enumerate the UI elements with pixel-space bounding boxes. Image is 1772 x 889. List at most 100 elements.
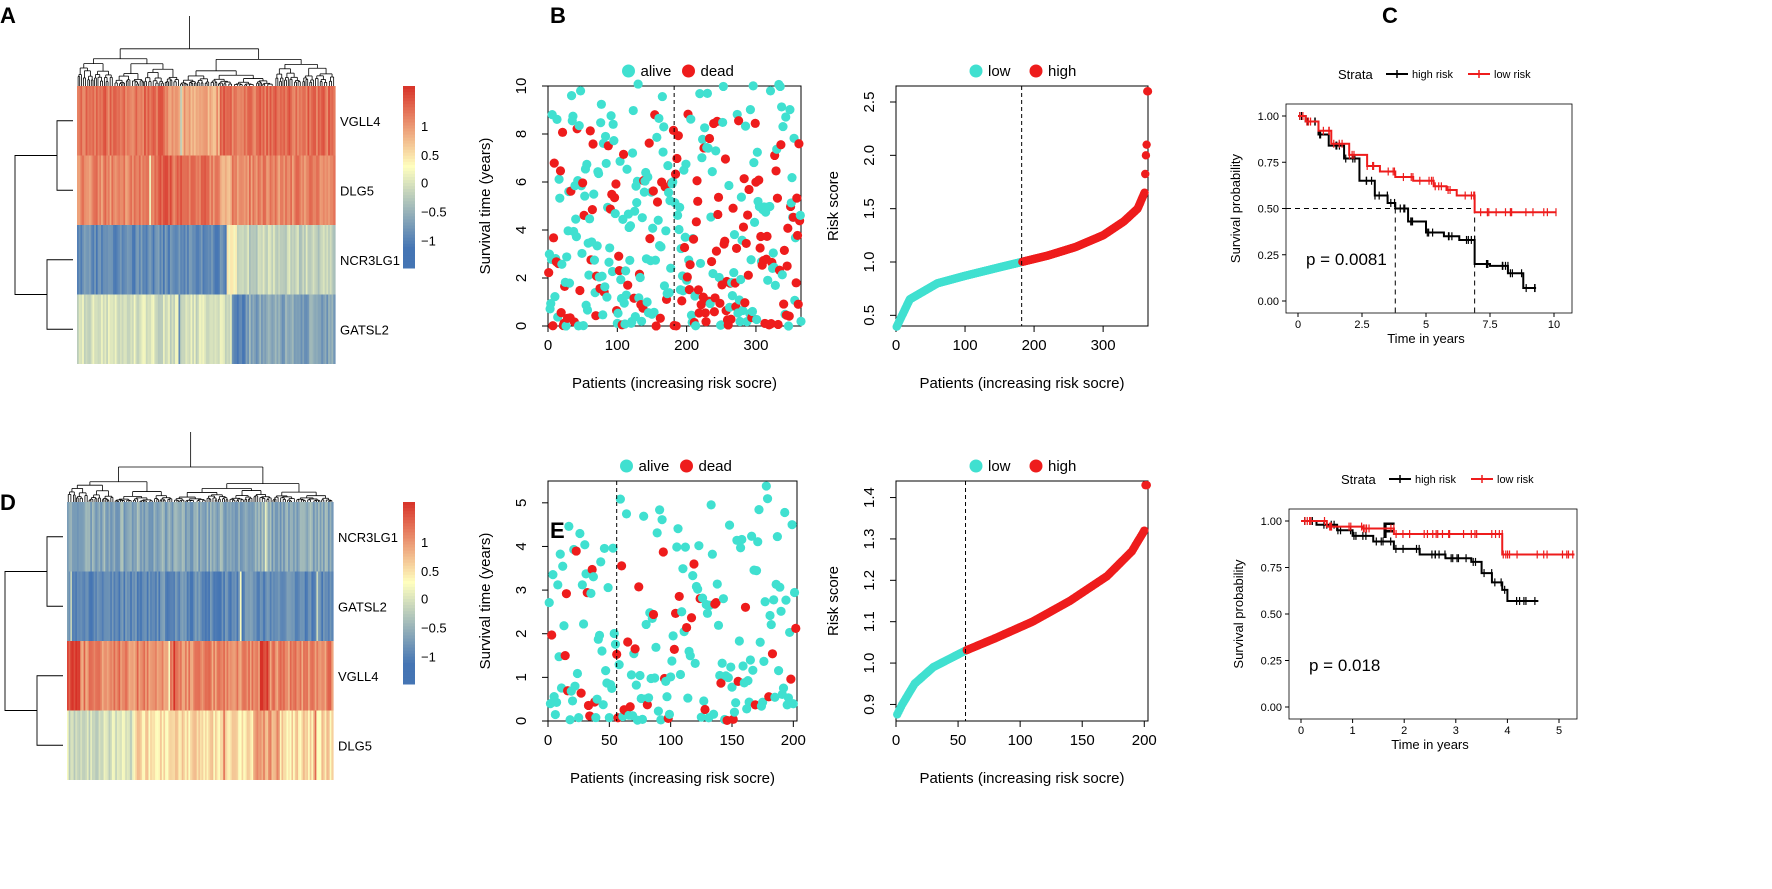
- heatmap-cell: [231, 155, 235, 225]
- alive-point: [613, 308, 623, 318]
- alive-point: [776, 102, 787, 112]
- heatmap-cell: [311, 502, 314, 572]
- heatmap-cell: [191, 502, 194, 572]
- heatmap-cell: [224, 710, 228, 780]
- heatmap-cell: [133, 571, 136, 641]
- heatmap-cell: [158, 641, 161, 711]
- heatmap-cell: [316, 225, 319, 295]
- heatmap-cell: [231, 86, 235, 156]
- heatmap-cell: [286, 710, 289, 780]
- heatmap-cell: [326, 225, 329, 295]
- heatmap-cell: [298, 155, 302, 225]
- heatmap-cell: [125, 294, 128, 364]
- alive-point: [641, 619, 651, 630]
- panel-label-a: A: [0, 3, 16, 28]
- alive-point: [566, 91, 577, 101]
- legend-swatch: [682, 64, 695, 78]
- heatmap-cell: [101, 571, 105, 641]
- heatmap-cell: [67, 502, 70, 572]
- alive-point: [700, 123, 710, 133]
- alive-point: [610, 639, 621, 649]
- heatmap-cell: [90, 641, 93, 711]
- heatmap-cell: [214, 86, 217, 156]
- heatmap-cell: [130, 225, 133, 295]
- heatmap-cell: [274, 502, 278, 572]
- heatmap-cell: [331, 502, 334, 572]
- heatmap-cell: [170, 502, 173, 572]
- x-tick-label: 200: [1022, 337, 1047, 354]
- heatmap-cell: [136, 571, 140, 641]
- heatmap-cell: [178, 710, 181, 780]
- heatmap-cell: [198, 710, 201, 780]
- heatmap-cell: [243, 502, 246, 572]
- x-tick-label: 3: [1453, 725, 1459, 737]
- heatmap-cell: [153, 641, 156, 711]
- heatmap-cell: [92, 225, 95, 295]
- heatmap-cell: [269, 710, 273, 780]
- dead-point: [611, 179, 621, 189]
- heatmap-cell: [285, 225, 288, 295]
- dead-point: [679, 242, 690, 253]
- dead-point: [693, 196, 703, 206]
- color-scale-bar: [403, 538, 415, 542]
- color-scale-bar: [403, 158, 415, 163]
- heatmap-cell: [90, 571, 93, 641]
- heatmap-cell: [296, 502, 299, 572]
- heatmap-cell: [311, 710, 314, 780]
- alive-point: [616, 275, 626, 285]
- alive-point: [735, 316, 745, 327]
- heatmap-cell: [316, 710, 319, 780]
- heatmap-cell: [299, 571, 303, 641]
- heatmap-cell: [253, 502, 256, 572]
- heatmap-cell: [199, 155, 202, 225]
- heatmap-cell: [236, 225, 240, 295]
- heatmap-cell: [185, 710, 188, 780]
- heatmap-cell: [283, 710, 286, 780]
- alive-point: [662, 692, 672, 702]
- heatmap-cell: [209, 571, 213, 641]
- heatmap-cell: [116, 155, 119, 225]
- dead-point: [648, 609, 659, 620]
- alive-point: [580, 540, 590, 550]
- heatmap-cell: [142, 225, 145, 295]
- heatmap-cell: [216, 294, 219, 364]
- heatmap-cell: [83, 155, 87, 225]
- heatmap-cell: [274, 571, 278, 641]
- heatmap-cell: [243, 225, 247, 295]
- heatmap-cell: [208, 710, 211, 780]
- y-tick-label: 0.50: [1261, 609, 1282, 621]
- heatmap-cell: [123, 571, 126, 641]
- color-scale-bar: [403, 568, 415, 573]
- dead-point: [791, 623, 801, 633]
- alive-point: [627, 148, 638, 158]
- legend-label: alive: [641, 63, 672, 80]
- heatmap-cell: [131, 641, 135, 711]
- heatmap-cell: [126, 571, 130, 641]
- x-tick-label: 100: [658, 732, 683, 749]
- color-scale-bar: [403, 553, 415, 558]
- heatmap-cell: [291, 502, 294, 572]
- heatmap-cell: [221, 86, 224, 156]
- alive-point: [572, 668, 583, 679]
- alive-point: [755, 637, 765, 647]
- row-dendrogram: [56, 120, 73, 191]
- panel-label-c: C: [1382, 3, 1398, 28]
- alive-point: [584, 214, 595, 224]
- panel-label-b: B: [550, 3, 566, 28]
- heatmap-cell: [126, 225, 130, 295]
- x-tick-label: 5: [1556, 725, 1562, 737]
- heatmap-cell: [212, 155, 216, 225]
- heatmap-cell: [185, 225, 188, 295]
- heatmap-cell: [145, 710, 148, 780]
- heatmap-cell: [98, 571, 101, 641]
- dead-point: [625, 702, 635, 712]
- heatmap-cell: [264, 294, 267, 364]
- heatmap-cell: [314, 294, 317, 364]
- heatmap-cell: [183, 155, 186, 225]
- heatmap-cell: [238, 86, 241, 156]
- heatmap-cell: [256, 710, 259, 780]
- panel-label-f: F: [1382, 518, 1395, 543]
- alive-point: [751, 566, 762, 576]
- heatmap-cell: [281, 641, 284, 711]
- legend-label: high risk: [1412, 69, 1453, 81]
